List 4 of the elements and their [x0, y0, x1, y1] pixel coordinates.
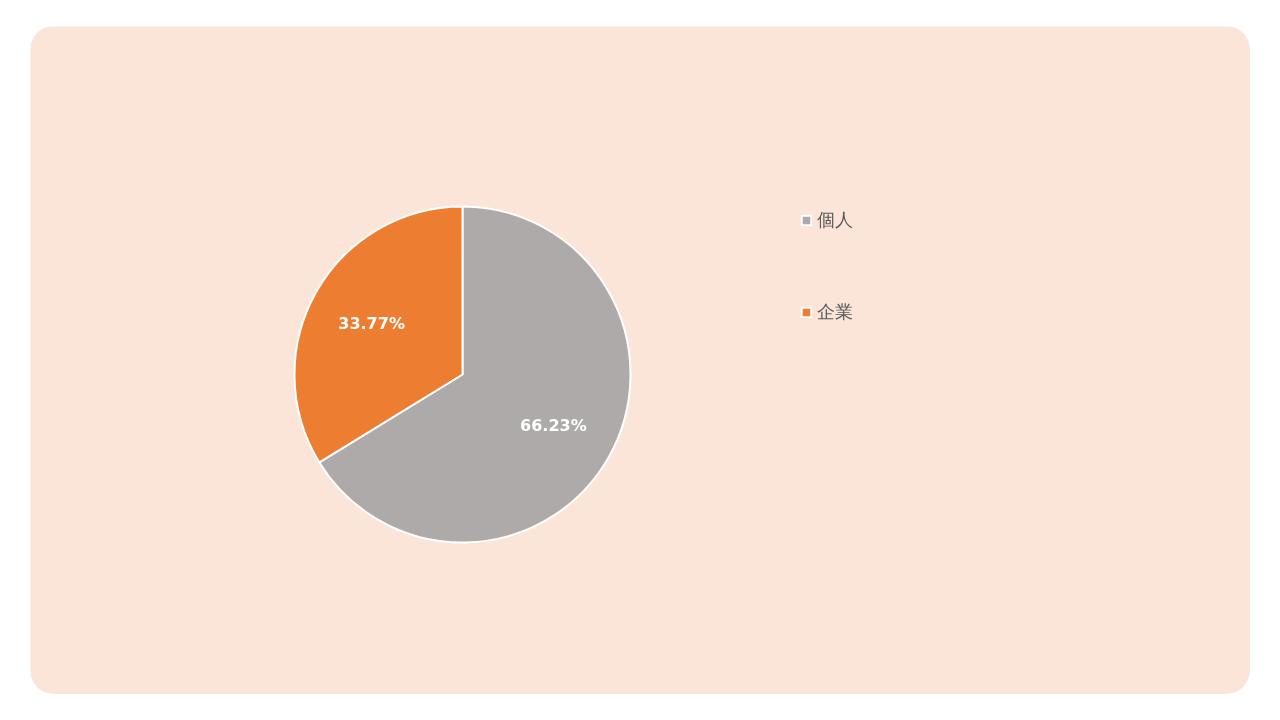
data-label: 66.23%	[520, 415, 587, 435]
data-label: 33.77%	[338, 314, 405, 334]
legend-label: 企業	[817, 300, 853, 324]
legend-label: 個人	[817, 208, 853, 232]
